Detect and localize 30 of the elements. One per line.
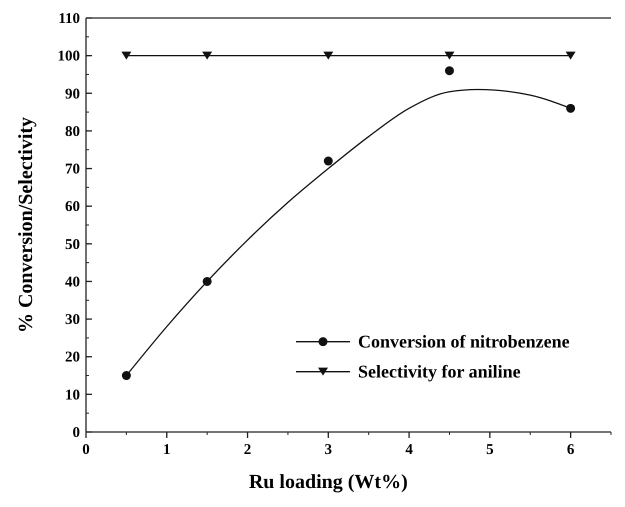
x-tick-label: 4 [405,442,414,458]
point [121,52,132,60]
y-tick-label: 60 [65,199,80,216]
x-tick-label: 0 [82,442,90,458]
legend-label: Selectivity for aniline [358,362,521,382]
y-tick-label: 40 [65,274,80,290]
point [202,52,212,60]
x-tick-label: 3 [324,442,332,458]
y-tick-label: 80 [65,124,80,140]
y-tick-label: 20 [65,350,80,366]
x-axis-title: Ru loading (Wt%) [248,471,408,493]
point [444,52,454,60]
x-tick-label: 6 [566,442,575,458]
y-tick-label: 0 [72,425,80,441]
y-tick-label: 100 [58,48,80,65]
y-tick-label: 90 [65,86,80,102]
y-tick-label: 70 [65,162,80,178]
point [444,66,454,76]
y-tick-label: 10 [65,387,80,404]
x-tick-label: 5 [486,442,494,458]
legend-label: Conversion of nitrobenzene [358,332,570,352]
y-tick-label: 110 [58,11,80,27]
y-axis-title: % Conversion/Selectivity [15,116,37,334]
y-tick-label: 50 [65,236,80,253]
x-tick-label: 2 [244,442,252,458]
x-tick-label: 1 [163,442,171,458]
point [566,52,576,60]
y-tick-label: 30 [65,312,80,328]
point [323,52,334,60]
point [324,156,333,166]
